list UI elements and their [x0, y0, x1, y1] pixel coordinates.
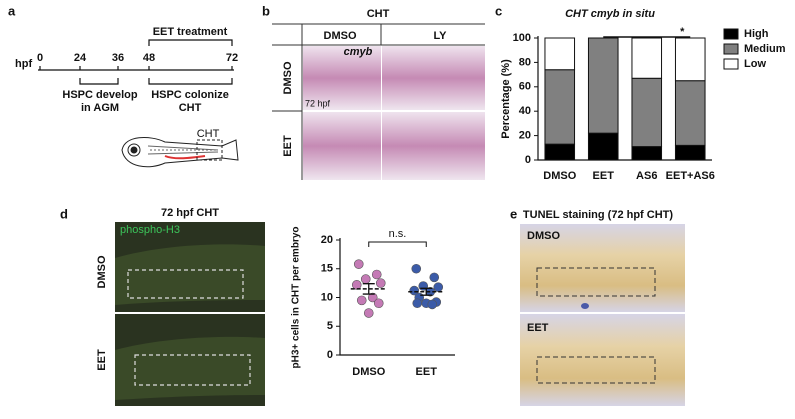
data-point	[360, 274, 371, 284]
bar-segment	[631, 77, 663, 148]
bar-segment	[544, 69, 576, 145]
bar-segment	[674, 37, 706, 82]
tick-label: 48	[143, 52, 155, 64]
significance-label: n.s.	[389, 228, 407, 240]
data-point	[356, 295, 367, 306]
treatment-label: EET treatment	[153, 26, 228, 38]
error-bar	[362, 283, 375, 295]
bar-segment	[674, 144, 706, 161]
row-header: EET	[527, 322, 549, 334]
time-label: 72 hpf	[305, 98, 331, 108]
panel-title: TUNEL staining (72 hpf CHT)	[523, 209, 673, 221]
bracket	[148, 78, 233, 85]
legend-label: Low	[744, 58, 766, 70]
legend-swatch	[723, 58, 739, 70]
chart-title: CHT cmyb in situ	[565, 8, 655, 20]
y-tick-label: 15	[321, 263, 333, 275]
bar-segment	[544, 143, 576, 161]
y-tick-label: 20	[321, 234, 333, 246]
row-header: DMSO	[96, 255, 108, 288]
x-tick-label: DMSO	[543, 170, 576, 182]
data-point	[351, 280, 362, 290]
significance-bracket	[368, 241, 427, 247]
data-point	[411, 263, 422, 274]
data-point	[433, 282, 444, 292]
x-tick-label: EET	[416, 366, 438, 378]
bar-segment	[544, 37, 576, 71]
column-header: LY	[433, 30, 447, 42]
stage-label: in AGM	[81, 102, 119, 114]
panel-letter: c	[495, 3, 502, 18]
bar-segment	[587, 37, 619, 134]
error-bar	[420, 287, 433, 296]
region-label: CHT	[197, 128, 220, 140]
bracket	[79, 78, 119, 85]
legend-label: High	[744, 28, 769, 40]
gene-label: cmyb	[344, 46, 373, 58]
y-tick-label: 5	[327, 320, 333, 332]
y-tick-label: 0	[525, 154, 531, 166]
row-header: EET	[282, 135, 294, 157]
x-tick-label: EET	[593, 170, 615, 182]
row-header: EET	[96, 349, 108, 371]
tick-label: 72	[226, 52, 238, 64]
panel-title: CHT	[367, 8, 390, 20]
image-grid	[272, 23, 485, 180]
x-tick-label: AS6	[636, 170, 657, 182]
data-point	[363, 308, 374, 318]
row-header: DMSO	[527, 230, 560, 242]
significance-label: *	[680, 26, 685, 38]
axis-label: hpf	[15, 58, 32, 70]
axes	[339, 238, 455, 356]
y-tick-label: 80	[519, 56, 531, 68]
panel-letter: d	[60, 206, 68, 221]
stain-label: phospho-H3	[120, 224, 180, 236]
y-tick-label: 0	[327, 349, 333, 361]
y-tick-label: 100	[513, 32, 531, 44]
panel-letter: b	[262, 3, 270, 18]
data-point	[412, 298, 423, 309]
bar-segment	[631, 146, 663, 161]
stage-label: HSPC develop	[62, 89, 137, 101]
y-tick-label: 10	[321, 291, 333, 303]
panel-letter: e	[510, 206, 517, 221]
x-tick-label: EET+AS6	[666, 170, 715, 182]
row-header: DMSO	[282, 61, 294, 94]
bar-segment	[587, 132, 619, 161]
fluorescence-image	[115, 222, 265, 406]
data-point	[353, 259, 364, 269]
data-point	[409, 285, 420, 296]
panel-letter: a	[8, 3, 16, 18]
data-point	[367, 292, 378, 303]
tunel-image	[520, 224, 685, 406]
x-tick-label: DMSO	[352, 366, 385, 378]
legend-label: Medium	[744, 43, 786, 55]
stage-label: CHT	[179, 102, 202, 114]
tick-label: 0	[37, 52, 43, 64]
tick-label: 24	[74, 52, 87, 64]
legend-swatch	[723, 43, 739, 55]
data-point	[375, 278, 386, 288]
data-point	[373, 298, 384, 309]
y-axis-label: Percentage (%)	[500, 59, 512, 139]
column-header: DMSO	[324, 30, 357, 42]
embryo-drawing	[121, 137, 239, 168]
y-tick-label: 40	[519, 105, 531, 117]
y-tick-label: 60	[519, 81, 531, 93]
data-point	[429, 272, 440, 283]
tick-label: 36	[112, 52, 124, 64]
legend-swatch	[723, 28, 739, 40]
stage-label: HSPC colonize	[151, 89, 229, 101]
y-tick-label: 20	[519, 130, 531, 142]
data-point	[427, 299, 438, 310]
bar-segment	[674, 80, 706, 146]
bar-segment	[631, 37, 663, 79]
bracket	[148, 39, 233, 46]
panel-title: 72 hpf CHT	[161, 207, 219, 219]
data-point	[371, 269, 382, 280]
timeline-ticks	[39, 66, 233, 70]
y-axis-label: pH3+ cells in CHT per embryo	[291, 227, 302, 369]
